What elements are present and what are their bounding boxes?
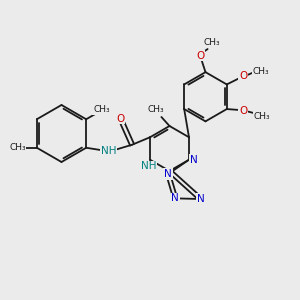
Text: O: O [116, 114, 124, 124]
Text: CH₃: CH₃ [147, 105, 164, 114]
Text: CH₃: CH₃ [93, 105, 110, 114]
Text: N: N [164, 169, 172, 179]
Text: NH: NH [101, 146, 116, 156]
Text: CH₃: CH₃ [254, 112, 270, 121]
Text: N: N [171, 194, 179, 203]
Text: O: O [239, 71, 248, 81]
Text: CH₃: CH₃ [9, 143, 26, 152]
Text: N: N [197, 194, 205, 204]
Text: O: O [239, 106, 248, 116]
Text: N: N [190, 155, 198, 165]
Text: CH₃: CH₃ [252, 67, 269, 76]
Text: O: O [196, 51, 204, 61]
Text: NH: NH [141, 161, 156, 171]
Text: CH₃: CH₃ [203, 38, 220, 47]
